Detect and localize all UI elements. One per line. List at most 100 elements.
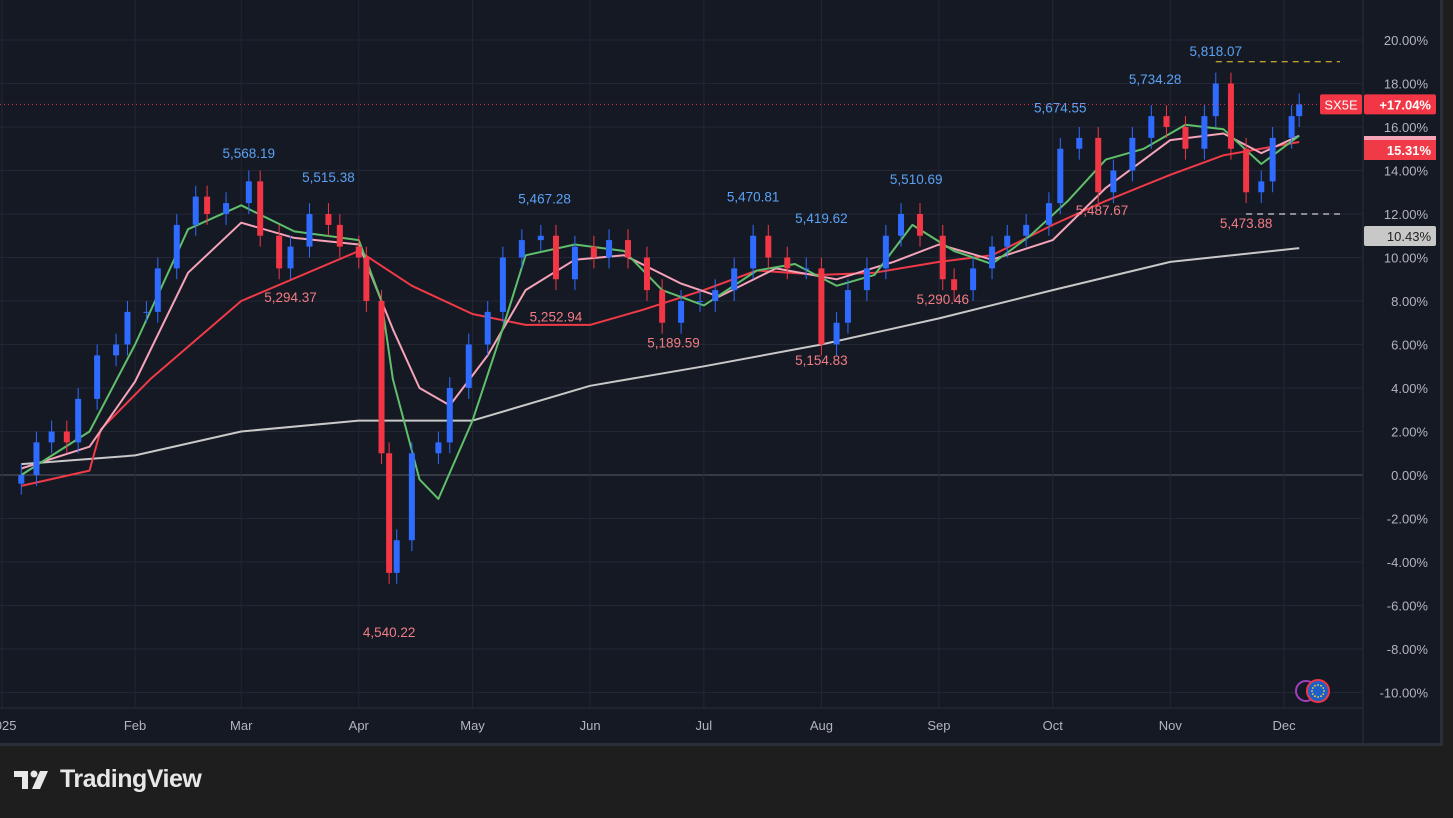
candle xyxy=(1243,137,1250,204)
candle-body xyxy=(336,224,343,247)
candle-body xyxy=(606,240,613,258)
high-price-label: 5,515.38 xyxy=(302,170,355,185)
candle xyxy=(325,203,332,236)
candle-body xyxy=(697,301,704,302)
ma-long-value: 10.43% xyxy=(1387,229,1432,244)
candle-body xyxy=(1258,181,1265,193)
chart-pane[interactable]: 20.00% 18.00% 16.00% 14.00% 12.00% 10.00% 8.00… xyxy=(0,0,1443,746)
candle-body xyxy=(484,311,491,345)
candle xyxy=(63,420,70,454)
candle xyxy=(939,224,946,291)
y-tick-label: 20.00% xyxy=(1384,33,1429,48)
candle-body xyxy=(863,268,870,291)
candle xyxy=(678,290,685,334)
candle xyxy=(48,420,55,454)
eu-star xyxy=(1323,690,1325,692)
candle-body xyxy=(951,279,958,291)
y-tick-label: 18.00% xyxy=(1384,77,1429,92)
candle-body xyxy=(1045,203,1052,225)
candle-body xyxy=(124,311,131,345)
tradingview-logo[interactable]: TradingView xyxy=(14,765,202,794)
candle xyxy=(245,170,252,214)
candle xyxy=(643,246,650,301)
eu-star xyxy=(1314,684,1316,687)
candle xyxy=(916,203,923,247)
candle-body xyxy=(1023,224,1030,236)
candle xyxy=(989,235,996,280)
candle-body xyxy=(970,268,977,291)
ma-slow-value: 15.31% xyxy=(1387,143,1432,158)
price-chart[interactable]: 20.00% 18.00% 16.00% 14.00% 12.00% 10.00% 8.00… xyxy=(0,0,1440,743)
candle-body xyxy=(939,235,946,280)
candle-body xyxy=(257,181,264,236)
y-tick-label: 10.00% xyxy=(1384,251,1429,266)
high-price-label: 5,510.69 xyxy=(890,172,943,187)
candle xyxy=(1095,127,1102,204)
candle xyxy=(113,333,120,367)
y-tick-label: 4.00% xyxy=(1391,381,1428,396)
eu-star xyxy=(1314,695,1316,698)
y-tick-label: 12.00% xyxy=(1384,207,1429,222)
eu-star xyxy=(1317,696,1319,698)
candle-body xyxy=(659,290,666,323)
candle-body xyxy=(1110,170,1117,193)
candle-body xyxy=(1269,137,1276,182)
candle-body xyxy=(94,355,101,399)
candle xyxy=(355,235,362,269)
candle xyxy=(94,344,101,410)
candle xyxy=(625,229,632,269)
candle xyxy=(1163,105,1170,138)
candle-body xyxy=(192,196,199,225)
candle xyxy=(818,257,825,356)
eu-star xyxy=(1317,684,1319,686)
candle xyxy=(484,301,491,356)
candle-body xyxy=(465,344,472,388)
y-tick-label: 14.00% xyxy=(1384,164,1429,179)
candle-body xyxy=(537,235,544,241)
candle xyxy=(363,246,370,312)
x-tick-label: Mar xyxy=(230,718,253,733)
y-tick-label: -8.00% xyxy=(1387,642,1429,657)
candle xyxy=(606,229,613,269)
candle-body xyxy=(18,475,25,484)
candle-body xyxy=(223,203,230,214)
tradingview-logo-icon xyxy=(14,770,48,789)
candle-body xyxy=(143,311,150,313)
x-tick-label: Oct xyxy=(1043,718,1064,733)
candle xyxy=(276,224,283,280)
high-price-label: 5,818.07 xyxy=(1189,44,1242,59)
eu-star xyxy=(1311,687,1314,689)
candle xyxy=(552,224,559,291)
candle xyxy=(571,235,578,291)
candle xyxy=(257,170,264,247)
candle xyxy=(712,279,719,312)
candle xyxy=(1258,170,1265,204)
y-tick-label: -4.00% xyxy=(1387,555,1429,570)
candle xyxy=(386,442,393,584)
candle-body xyxy=(818,268,825,345)
low-price-label: 5,189.59 xyxy=(647,336,700,351)
candle-body xyxy=(33,442,40,475)
x-tick-label: May xyxy=(460,718,485,733)
candle-body xyxy=(1076,137,1083,149)
candle-body xyxy=(154,268,161,312)
high-price-label: 5,470.81 xyxy=(727,189,780,204)
x-tick-label: Apr xyxy=(349,718,370,733)
candle xyxy=(784,246,791,280)
y-tick-label: 8.00% xyxy=(1391,294,1428,309)
candle xyxy=(18,464,25,495)
candle-body xyxy=(712,290,719,301)
candle-body xyxy=(386,453,393,573)
ma-mid-badge xyxy=(1364,136,1436,140)
eu-flag-icon[interactable] xyxy=(1295,679,1330,703)
candle-body xyxy=(245,181,252,204)
candle-body xyxy=(276,235,283,269)
y-tick-label: -2.00% xyxy=(1387,512,1429,527)
candle xyxy=(1004,224,1011,258)
low-price-label: 5,294.37 xyxy=(264,290,317,305)
eu-flag-circle xyxy=(1306,679,1330,703)
eu-star xyxy=(1322,687,1325,689)
candle-body xyxy=(518,240,525,258)
candle-body xyxy=(678,301,685,323)
candle xyxy=(75,388,82,454)
